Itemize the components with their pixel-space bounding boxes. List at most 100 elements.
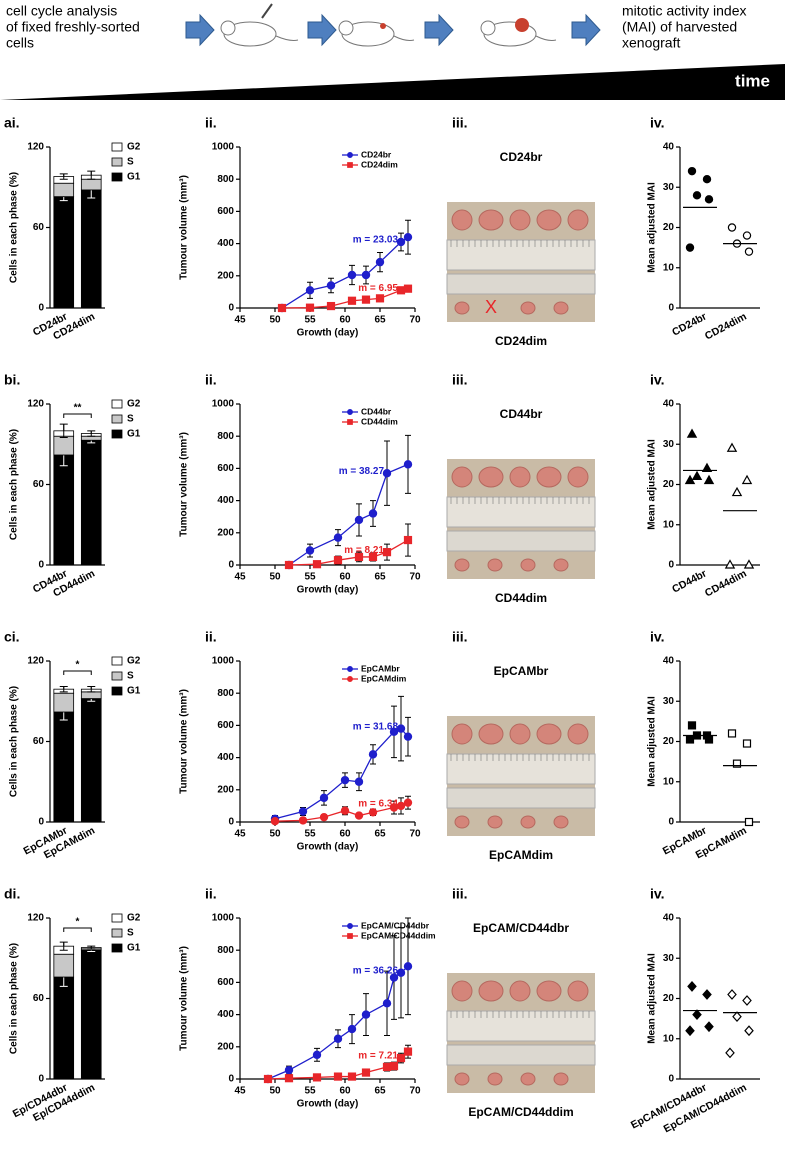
data-point bbox=[368, 509, 378, 518]
legend-marker bbox=[347, 419, 353, 425]
data-point bbox=[732, 1011, 742, 1023]
data-point bbox=[298, 807, 308, 816]
x-tick-label: 60 bbox=[339, 315, 351, 326]
data-point bbox=[731, 486, 743, 497]
data-point bbox=[354, 552, 364, 562]
data-point bbox=[396, 286, 406, 295]
panel-label: iii. bbox=[452, 886, 468, 902]
x-axis-label: Growth (day) bbox=[297, 1099, 359, 1110]
y-tick-label: 200 bbox=[217, 527, 234, 538]
bar-segment bbox=[53, 196, 75, 309]
data-point bbox=[403, 535, 413, 545]
data-point bbox=[701, 462, 713, 472]
panel-label: ai. bbox=[4, 115, 20, 131]
y-tick-label: 20 bbox=[663, 993, 675, 1004]
tumour bbox=[454, 301, 470, 315]
x-tick-label: 60 bbox=[339, 1086, 351, 1097]
arrows bbox=[185, 13, 601, 47]
tumour bbox=[487, 815, 503, 829]
photo-label: EpCAMbr bbox=[494, 664, 549, 678]
x-axis-label: Growth (day) bbox=[297, 842, 359, 853]
y-tick-label: 200 bbox=[217, 1041, 234, 1052]
data-point bbox=[732, 759, 742, 768]
y-tick-label: 600 bbox=[217, 720, 234, 731]
y-axis-label: Cells in each phase (%) bbox=[9, 686, 20, 797]
tumour bbox=[451, 209, 473, 231]
x-tick-label: CD44dim bbox=[703, 568, 749, 600]
data-point bbox=[726, 442, 738, 452]
y-tick-label: 0 bbox=[668, 1074, 674, 1085]
y-tick-label: 10 bbox=[663, 262, 675, 273]
legend-swatch bbox=[111, 399, 123, 409]
y-tick-label: 800 bbox=[217, 431, 234, 442]
legend-swatch bbox=[111, 142, 123, 152]
photo-label: CD24dim bbox=[495, 334, 547, 348]
data-point bbox=[389, 973, 399, 982]
time-wedge bbox=[0, 64, 785, 100]
tumour bbox=[478, 466, 504, 488]
data-point bbox=[403, 284, 413, 293]
y-tick-label: 60 bbox=[33, 222, 45, 233]
data-point bbox=[361, 295, 371, 304]
x-tick-label: 70 bbox=[409, 829, 421, 840]
significance-label: ** bbox=[74, 403, 82, 414]
tumour bbox=[567, 466, 589, 488]
data-point bbox=[368, 750, 378, 759]
tumour bbox=[536, 723, 562, 745]
photo-ruler bbox=[446, 787, 596, 809]
data-point bbox=[744, 817, 754, 827]
y-axis-label: Mean adjusted MAI bbox=[647, 439, 658, 530]
tumour bbox=[487, 1072, 503, 1086]
y-axis-label: Tumour volume (mm³) bbox=[179, 689, 190, 794]
bar-segment bbox=[53, 182, 75, 198]
y-tick-label: 60 bbox=[33, 993, 45, 1004]
legend-marker bbox=[347, 933, 353, 939]
tumour bbox=[536, 980, 562, 1002]
tumour bbox=[536, 466, 562, 488]
y-axis-label: Mean adjusted MAI bbox=[647, 953, 658, 1044]
data-point bbox=[305, 286, 315, 295]
y-tick-label: 10 bbox=[663, 776, 675, 787]
bar-segment bbox=[80, 439, 102, 566]
legend-label: G1 bbox=[127, 429, 141, 440]
data-point bbox=[396, 237, 406, 247]
data-point bbox=[692, 191, 702, 200]
data-point bbox=[684, 474, 696, 485]
data-point bbox=[403, 1047, 413, 1056]
significance-label: * bbox=[76, 660, 80, 671]
data-point bbox=[704, 735, 714, 744]
data-point bbox=[326, 301, 336, 311]
y-tick-label: 400 bbox=[217, 495, 234, 506]
x-tick-label: 50 bbox=[269, 1086, 281, 1097]
data-point bbox=[382, 999, 392, 1008]
data-point bbox=[368, 552, 378, 562]
x-tick-label: 65 bbox=[374, 829, 386, 840]
y-tick-label: 1000 bbox=[212, 399, 235, 410]
y-tick-label: 400 bbox=[217, 1009, 234, 1020]
header-text: of fixed freshly-sorted bbox=[6, 19, 140, 35]
data-point bbox=[742, 995, 752, 1006]
photo-ruler bbox=[446, 1010, 596, 1042]
y-tick-label: 200 bbox=[217, 270, 234, 281]
data-point bbox=[396, 1053, 406, 1063]
data-point bbox=[361, 1068, 371, 1077]
series-line bbox=[267, 965, 409, 1080]
data-point bbox=[298, 816, 308, 825]
data-point bbox=[403, 962, 413, 971]
data-point bbox=[263, 1074, 273, 1084]
data-point bbox=[687, 981, 697, 992]
legend-label: CD24br bbox=[361, 149, 392, 159]
data-point bbox=[703, 474, 715, 485]
significance-label: * bbox=[76, 917, 80, 928]
x-tick-label: 70 bbox=[409, 1086, 421, 1097]
data-point bbox=[727, 729, 737, 738]
bar-segment bbox=[53, 711, 75, 823]
legend-label: EpCAMbr bbox=[361, 663, 400, 673]
y-tick-label: 0 bbox=[228, 303, 234, 314]
photo-ruler bbox=[446, 530, 596, 552]
slope-label: m = 38.27 bbox=[339, 466, 385, 477]
data-point bbox=[403, 732, 413, 741]
y-tick-label: 40 bbox=[663, 656, 675, 667]
x-tick-label: 55 bbox=[304, 1086, 316, 1097]
